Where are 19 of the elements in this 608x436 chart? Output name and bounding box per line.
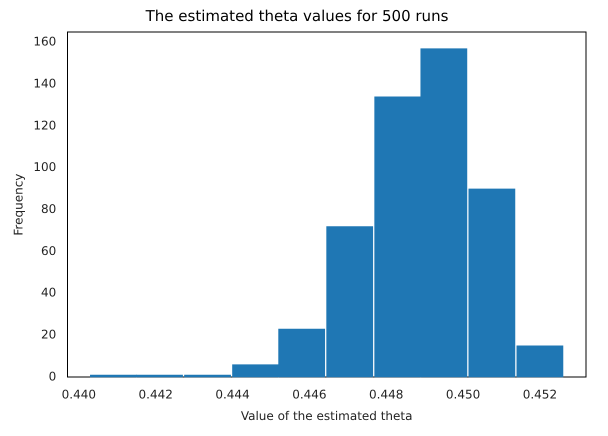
- y-tick-label: 60: [41, 244, 56, 258]
- x-tick-label: 0.442: [138, 388, 173, 402]
- y-tick-label: 140: [33, 76, 56, 90]
- x-tick-label: 0.440: [62, 388, 96, 402]
- x-tick-label: 0.450: [446, 388, 480, 402]
- y-tick-label: 160: [33, 34, 56, 49]
- x-axis-title: Value of the estimated theta: [240, 408, 412, 423]
- y-tick-label: 100: [33, 160, 56, 174]
- y-tick-label: 40: [41, 286, 56, 300]
- y-tick-label: 0: [48, 369, 56, 384]
- x-tick-label: 0.452: [522, 388, 558, 402]
- x-tick-label: 0.448: [369, 388, 404, 402]
- y-axis-title: Frequency: [11, 174, 26, 236]
- y-tick-label: 120: [33, 118, 56, 132]
- chart-title: The estimated theta values for 500 runs: [144, 6, 449, 25]
- y-tick-label: 80: [41, 202, 56, 216]
- y-tick-label: 20: [41, 327, 56, 342]
- x-tick-label: 0.446: [292, 388, 327, 402]
- x-tick-label: 0.444: [215, 388, 250, 402]
